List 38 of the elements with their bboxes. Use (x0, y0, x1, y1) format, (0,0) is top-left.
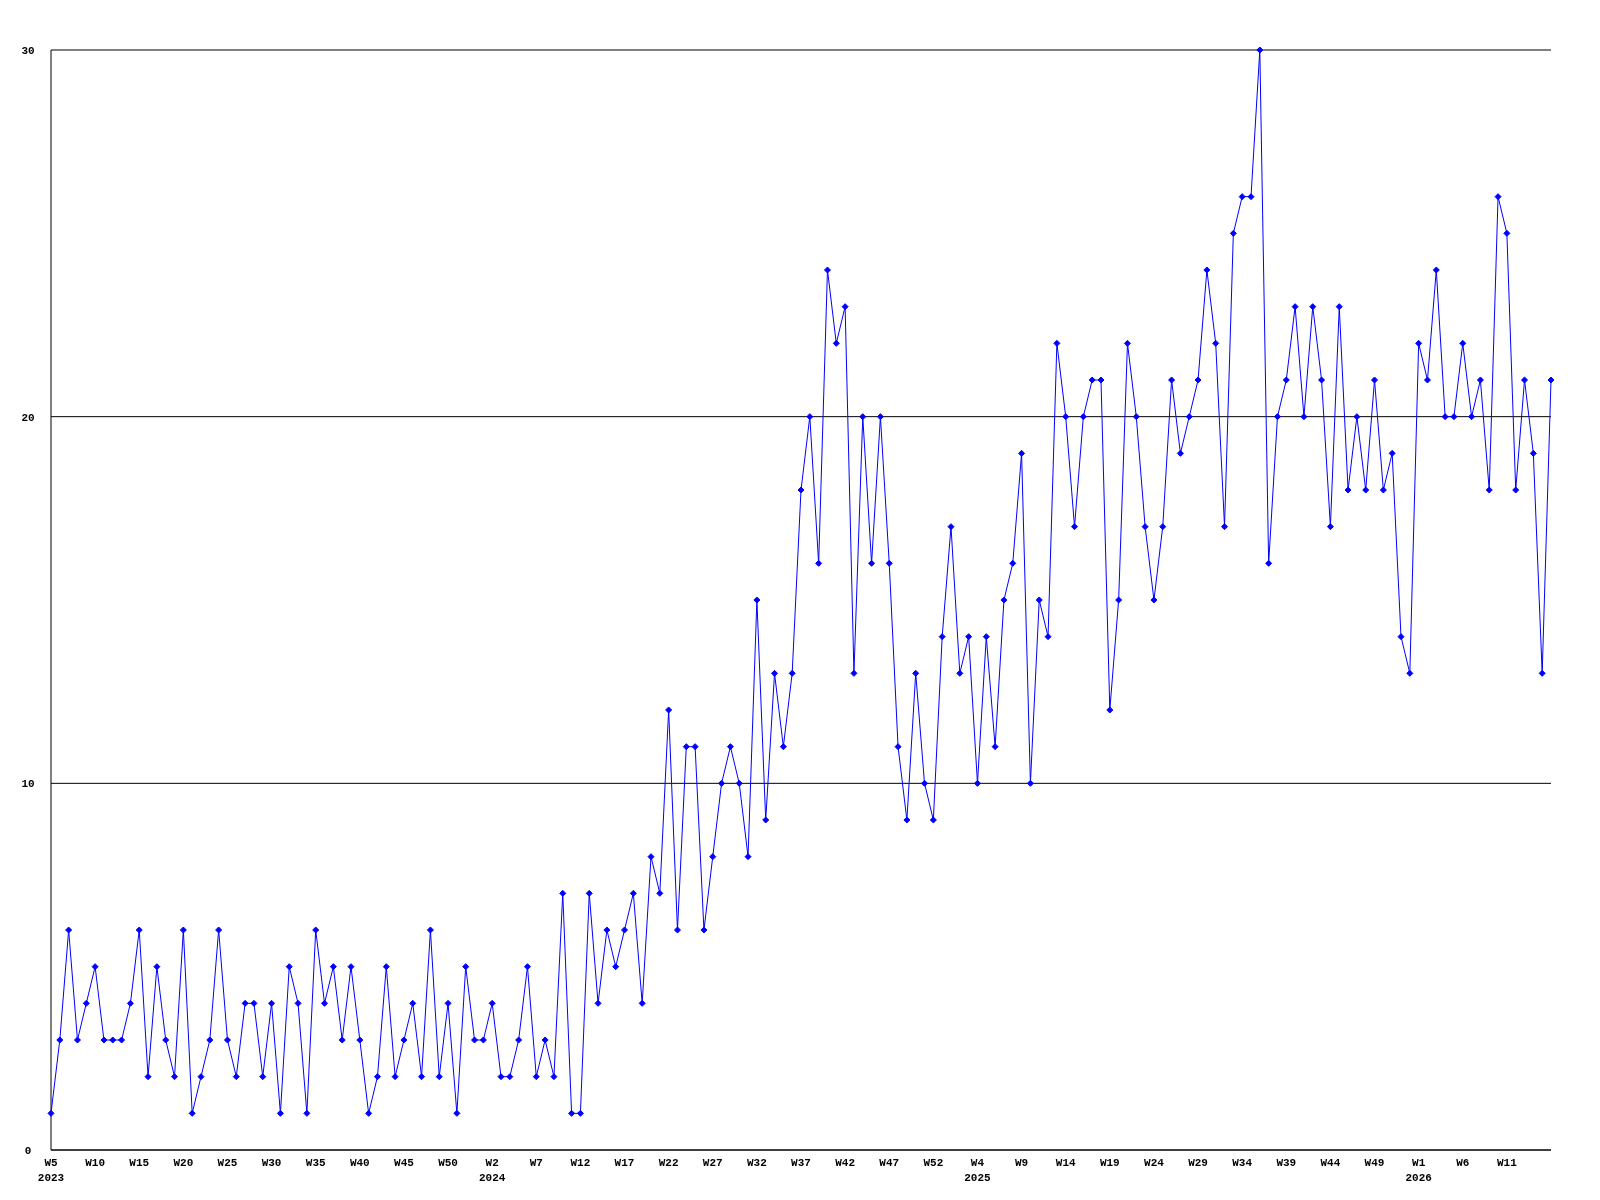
x-tick-label: W34 (1232, 1157, 1253, 1169)
x-tick-label: W5 2023 (37, 1157, 65, 1184)
x-tick-label: W40 (349, 1157, 370, 1169)
x-tick-label: W12 (570, 1157, 591, 1169)
x-tick-label: W10 (85, 1157, 106, 1169)
x-tick-label: W17 (614, 1157, 635, 1169)
x-tick-label: W45 (394, 1157, 415, 1169)
x-tick-label: W4 2025 (964, 1157, 992, 1184)
x-tick-label: W7 (529, 1157, 543, 1169)
x-tick-label: W11 (1496, 1157, 1518, 1169)
x-tick-label: W9 (1014, 1157, 1029, 1169)
x-tick-label: W29 (1188, 1157, 1208, 1169)
x-tick-label: W37 (791, 1157, 811, 1169)
x-tick-label: W19 (1099, 1157, 1120, 1169)
x-tick-label: W30 (261, 1157, 282, 1169)
x-tick-label: W20 (173, 1157, 194, 1169)
x-tick-label: W1 2026 (1405, 1157, 1432, 1184)
x-tick-label: W49 (1364, 1157, 1385, 1169)
x-tick-label: W15 (129, 1157, 150, 1169)
y-tick-label: 10 (21, 778, 35, 791)
y-tick-label: 20 (21, 411, 35, 424)
x-tick-label: W24 (1144, 1157, 1165, 1169)
x-tick-label: W32 (746, 1157, 767, 1169)
x-tick-label: W39 (1276, 1157, 1297, 1169)
y-tick-label: 30 (21, 45, 35, 57)
x-tick-label: W50 (438, 1157, 458, 1169)
x-tick-label: W6 (1456, 1157, 1470, 1169)
x-tick-label: W35 (305, 1157, 326, 1169)
x-tick-label: W47 (879, 1157, 900, 1169)
x-tick-label: W44 (1320, 1157, 1341, 1169)
x-tick-label: W25 (217, 1157, 238, 1169)
x-tick-label: W22 (658, 1157, 679, 1169)
x-tick-label: W2 2024 (478, 1157, 506, 1184)
x-tick-label: W52 (923, 1157, 944, 1169)
x-tick-label: W14 (1055, 1157, 1076, 1169)
y-tick-label: 0 (24, 1145, 32, 1157)
x-tick-label: W42 (835, 1157, 856, 1169)
x-tick-label: W27 (702, 1157, 723, 1169)
